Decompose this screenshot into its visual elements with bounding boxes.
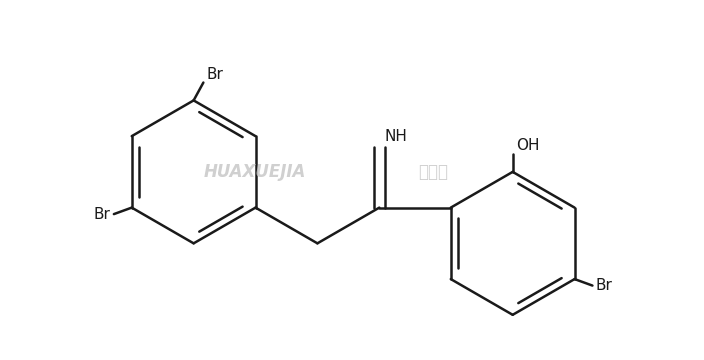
Text: HUAXUEJIA: HUAXUEJIA	[203, 163, 306, 181]
Text: NH: NH	[385, 129, 408, 144]
Text: OH: OH	[516, 138, 539, 153]
Text: Br: Br	[596, 278, 612, 293]
Text: 化学加: 化学加	[418, 163, 448, 181]
Text: Br: Br	[207, 67, 223, 82]
Text: Br: Br	[94, 207, 111, 222]
